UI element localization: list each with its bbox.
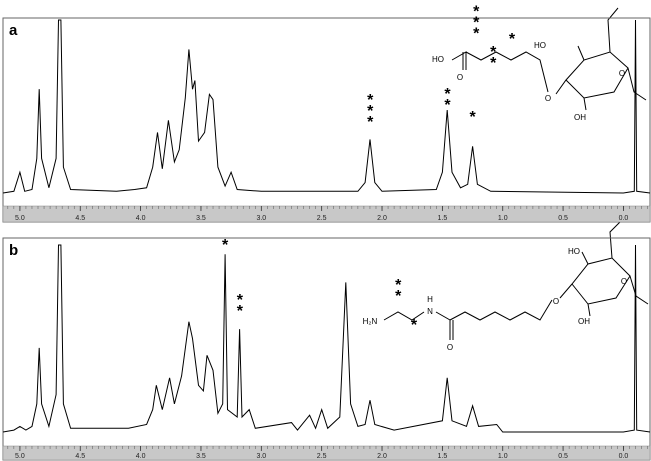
structure-label: **	[390, 277, 407, 299]
structure-label: O	[621, 277, 627, 286]
x-tick-label: 1.0	[498, 453, 508, 460]
x-tick-label: 5.0	[15, 453, 25, 460]
x-tick-label: 2.5	[317, 215, 327, 222]
x-tick-label: 1.0	[498, 215, 508, 222]
x-tick-label: 4.0	[136, 453, 146, 460]
panel-label: a	[9, 22, 18, 39]
ring-bonds	[555, 7, 647, 111]
x-tick-label: 2.0	[377, 215, 387, 222]
spectrum-line	[2, 244, 651, 433]
peak-annotation: *	[469, 109, 476, 126]
peak-annotation: **	[231, 292, 248, 314]
x-tick-label: 4.5	[75, 215, 85, 222]
structure-a	[451, 7, 647, 111]
x-tick-label: 3.0	[256, 453, 266, 460]
structure-label: HO	[432, 55, 444, 64]
x-tick-label: 5.0	[15, 215, 25, 222]
x-tick-label: 4.5	[75, 453, 85, 460]
structure-label: H₂N	[363, 317, 378, 326]
axis-strip	[2, 445, 651, 461]
structure-label: H	[427, 295, 433, 304]
structure-label: N	[427, 307, 433, 316]
ring-bonds	[559, 221, 649, 317]
chain-bonds	[383, 299, 553, 340]
structure-label: *	[411, 317, 418, 334]
x-tick-label: 3.0	[256, 215, 266, 222]
peak-annotation: *	[222, 237, 229, 254]
structure-label: O	[545, 94, 551, 103]
x-tick-label: 3.5	[196, 215, 206, 222]
structure-label: **	[485, 44, 502, 66]
structure-label: OH	[578, 317, 590, 326]
structure-label: O	[457, 73, 463, 82]
x-tick-label: 0.0	[619, 215, 629, 222]
structure-label: HO	[534, 41, 546, 50]
panel-label: b	[9, 242, 18, 259]
spectrum-line	[2, 19, 651, 194]
structure-b	[383, 221, 649, 340]
x-tick-label: 0.0	[619, 453, 629, 460]
chain-bonds	[451, 51, 549, 93]
peak-annotation: **	[439, 86, 456, 108]
x-tick-label: 2.5	[317, 453, 327, 460]
structure-label: *	[509, 31, 516, 48]
axis-strip	[2, 205, 651, 223]
structure-label: O	[553, 297, 559, 306]
x-tick-label: 0.5	[558, 215, 568, 222]
structure-label: OH	[574, 113, 586, 122]
x-tick-label: 1.5	[438, 215, 448, 222]
structure-label: O	[619, 69, 625, 78]
x-tick-label: 3.5	[196, 453, 206, 460]
x-tick-label: 0.5	[558, 453, 568, 460]
x-tick-label: 2.0	[377, 453, 387, 460]
structure-label: O	[447, 343, 453, 352]
peak-annotation: ***	[362, 92, 379, 125]
structure-label: ***	[468, 4, 485, 37]
x-tick-label: 4.0	[136, 215, 146, 222]
x-tick-label: 1.5	[438, 453, 448, 460]
structure-label: HO	[568, 247, 580, 256]
